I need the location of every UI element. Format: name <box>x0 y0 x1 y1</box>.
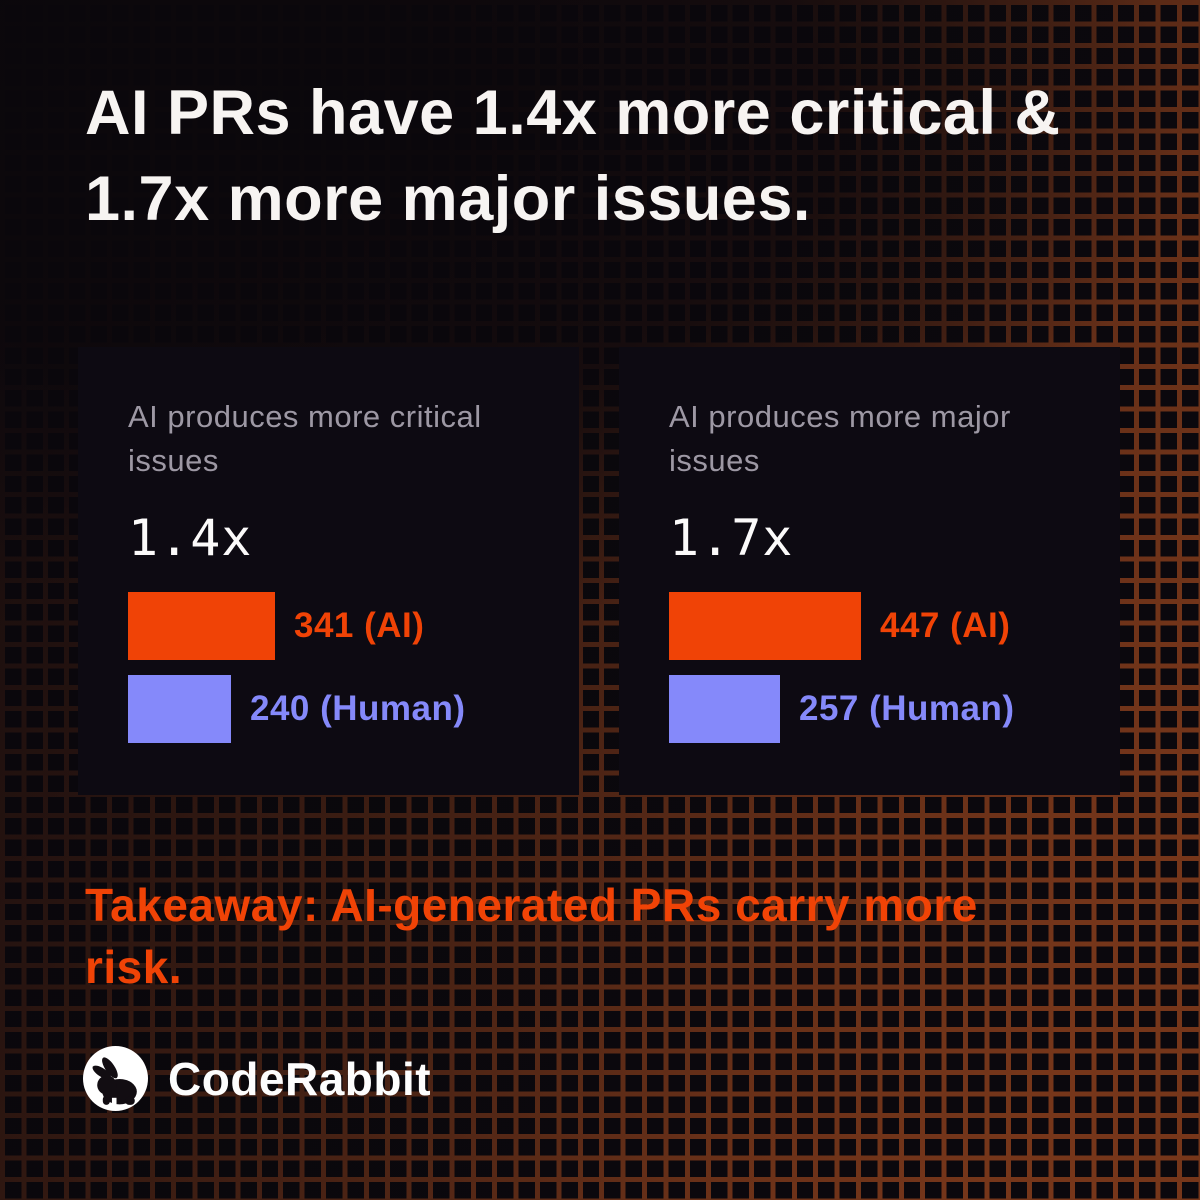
human-bar <box>669 675 780 743</box>
coderabbit-rabbit-icon <box>83 1046 148 1111</box>
ai-bar-row: 341 (AI) <box>128 592 529 660</box>
card-title-critical: AI produces more critical issues <box>128 399 482 478</box>
bar-chart-critical: 341 (AI) 240 (Human) <box>128 592 529 743</box>
multiplier-major: 1.7x <box>669 509 794 567</box>
human-bar-label: 240 (Human) <box>250 689 466 728</box>
card-title-major: AI produces more major issues <box>669 399 1011 478</box>
ai-bar <box>669 592 861 660</box>
critical-issues-card: AI produces more critical issues 1.4x 34… <box>78 347 579 795</box>
bar-chart-major: 447 (AI) 257 (Human) <box>669 592 1070 743</box>
ai-bar-label: 447 (AI) <box>880 606 1011 645</box>
human-bar-row: 240 (Human) <box>128 675 529 743</box>
human-bar-row: 257 (Human) <box>669 675 1070 743</box>
page-title: AI PRs have 1.4x more critical & 1.7x mo… <box>85 78 1061 234</box>
brand-name: CodeRabbit <box>168 1052 432 1105</box>
ai-bar-row: 447 (AI) <box>669 592 1070 660</box>
ai-bar-label: 341 (AI) <box>294 606 425 645</box>
human-bar <box>128 675 231 743</box>
takeaway-text: Takeaway: AI-generated PRs carry more ri… <box>85 879 978 993</box>
major-issues-card: AI produces more major issues 1.7x 447 (… <box>619 347 1120 795</box>
ai-bar <box>128 592 275 660</box>
brand-logo: CodeRabbit <box>83 1046 431 1111</box>
human-bar-label: 257 (Human) <box>799 689 1015 728</box>
multiplier-critical: 1.4x <box>128 509 253 567</box>
stat-cards-row: AI produces more critical issues 1.4x 34… <box>78 347 1120 795</box>
